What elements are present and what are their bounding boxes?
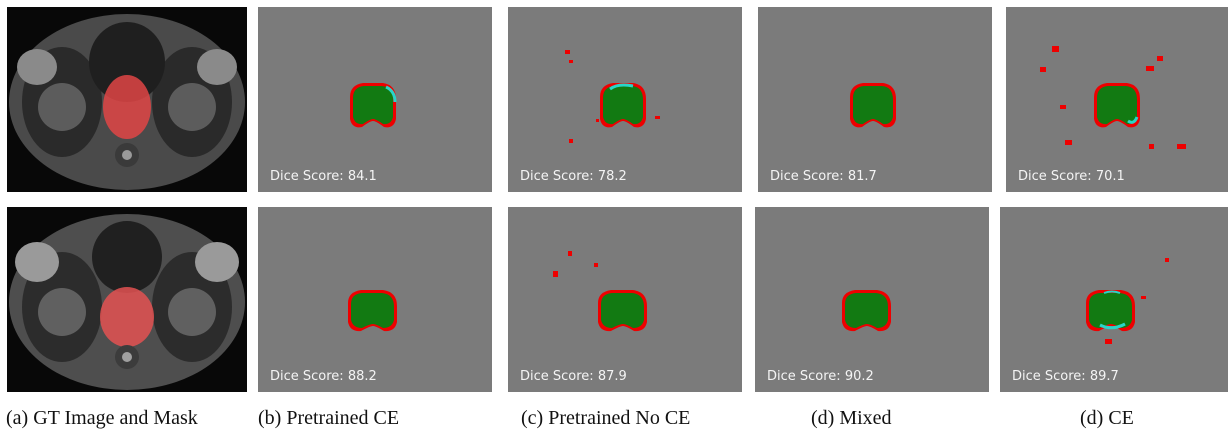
caption-pretrained-no-ce: (c) Pretrained No CE [521, 407, 691, 429]
segmentation-illustration [350, 83, 397, 128]
caption-gt-image-and-mask: (a) GT Image and Mask [6, 407, 198, 429]
mri-scan-illustration [7, 7, 247, 192]
seg-panel-ce-row-2: Dice Score: 89.7 [1000, 207, 1228, 392]
segmentation-illustration [553, 251, 647, 332]
figure-row-2: Dice Score: 88.2 Dice Score: 87.9 Dice S… [0, 207, 1228, 392]
figure-row-1: Dice Score: 84.1 Dice Score: 78.2 Dice S… [0, 7, 1228, 192]
segmentation-illustration [850, 83, 896, 128]
seg-panel-pretrained-no-ce-row-2: Dice Score: 87.9 [508, 207, 742, 392]
seg-panel-ce-row-1: Dice Score: 70.1 [1006, 7, 1228, 192]
gt-mask-overlay [100, 287, 154, 347]
dice-score-label: Dice Score: 90.2 [767, 369, 874, 384]
dice-score-label: Dice Score: 78.2 [520, 169, 627, 184]
caption-ce: (d) CE [1080, 407, 1134, 429]
dice-score-label: Dice Score: 87.9 [520, 369, 627, 384]
dice-score-label: Dice Score: 84.1 [270, 169, 377, 184]
seg-panel-pretrained-no-ce-row-1: Dice Score: 78.2 [508, 7, 742, 192]
segmentation-illustration [1086, 258, 1169, 344]
seg-panel-mixed-row-1: Dice Score: 81.7 [758, 7, 992, 192]
gt-mask-overlay [103, 75, 151, 139]
segmentation-illustration [565, 50, 660, 143]
segmentation-illustration [348, 290, 397, 332]
caption-pretrained-ce: (b) Pretrained CE [258, 407, 400, 429]
mri-scan-illustration [7, 207, 247, 392]
seg-panel-pretrained-ce-row-1: Dice Score: 84.1 [258, 7, 492, 192]
dice-score-label: Dice Score: 70.1 [1018, 169, 1125, 184]
gt-mri-image-row-2 [7, 207, 247, 392]
dice-score-label: Dice Score: 81.7 [770, 169, 877, 184]
segmentation-illustration [842, 290, 891, 332]
seg-panel-mixed-row-2: Dice Score: 90.2 [755, 207, 989, 392]
caption-mixed: (d) Mixed [811, 407, 892, 429]
gt-mri-image-row-1 [7, 7, 247, 192]
dice-score-label: Dice Score: 89.7 [1012, 369, 1119, 384]
seg-panel-pretrained-ce-row-2: Dice Score: 88.2 [258, 207, 492, 392]
dice-score-label: Dice Score: 88.2 [270, 369, 377, 384]
segmentation-illustration [1040, 46, 1186, 149]
